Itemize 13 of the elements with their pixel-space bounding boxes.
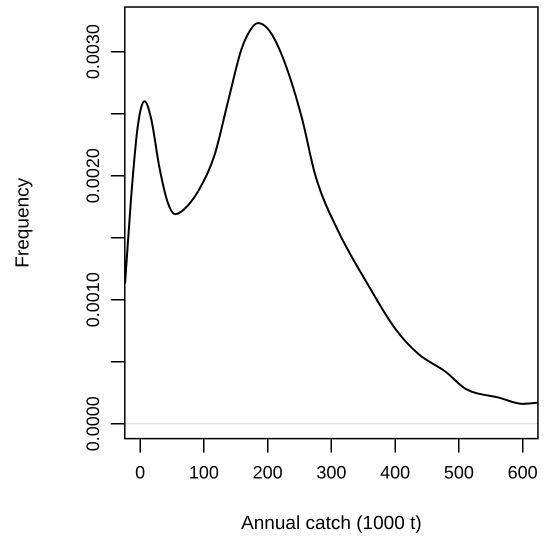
y-tick-label: 0.0000 [82, 396, 103, 452]
y-tick-label: 0.0020 [82, 148, 103, 204]
x-tick-label: 200 [252, 462, 283, 482]
y-tick-label: 0.0010 [82, 272, 103, 328]
x-tick-label: 0 [135, 462, 146, 482]
x-tick-label: 100 [188, 462, 219, 482]
y-axis-title: Frequency [12, 177, 34, 268]
y-tick-label: 0.0030 [82, 24, 103, 80]
x-tick-label: 300 [316, 462, 346, 482]
x-tick-label: 400 [380, 462, 410, 482]
x-tick-label: 500 [444, 462, 474, 482]
x-tick-label: 600 [508, 462, 538, 482]
x-axis-title: Annual catch (1000 t) [241, 512, 422, 534]
